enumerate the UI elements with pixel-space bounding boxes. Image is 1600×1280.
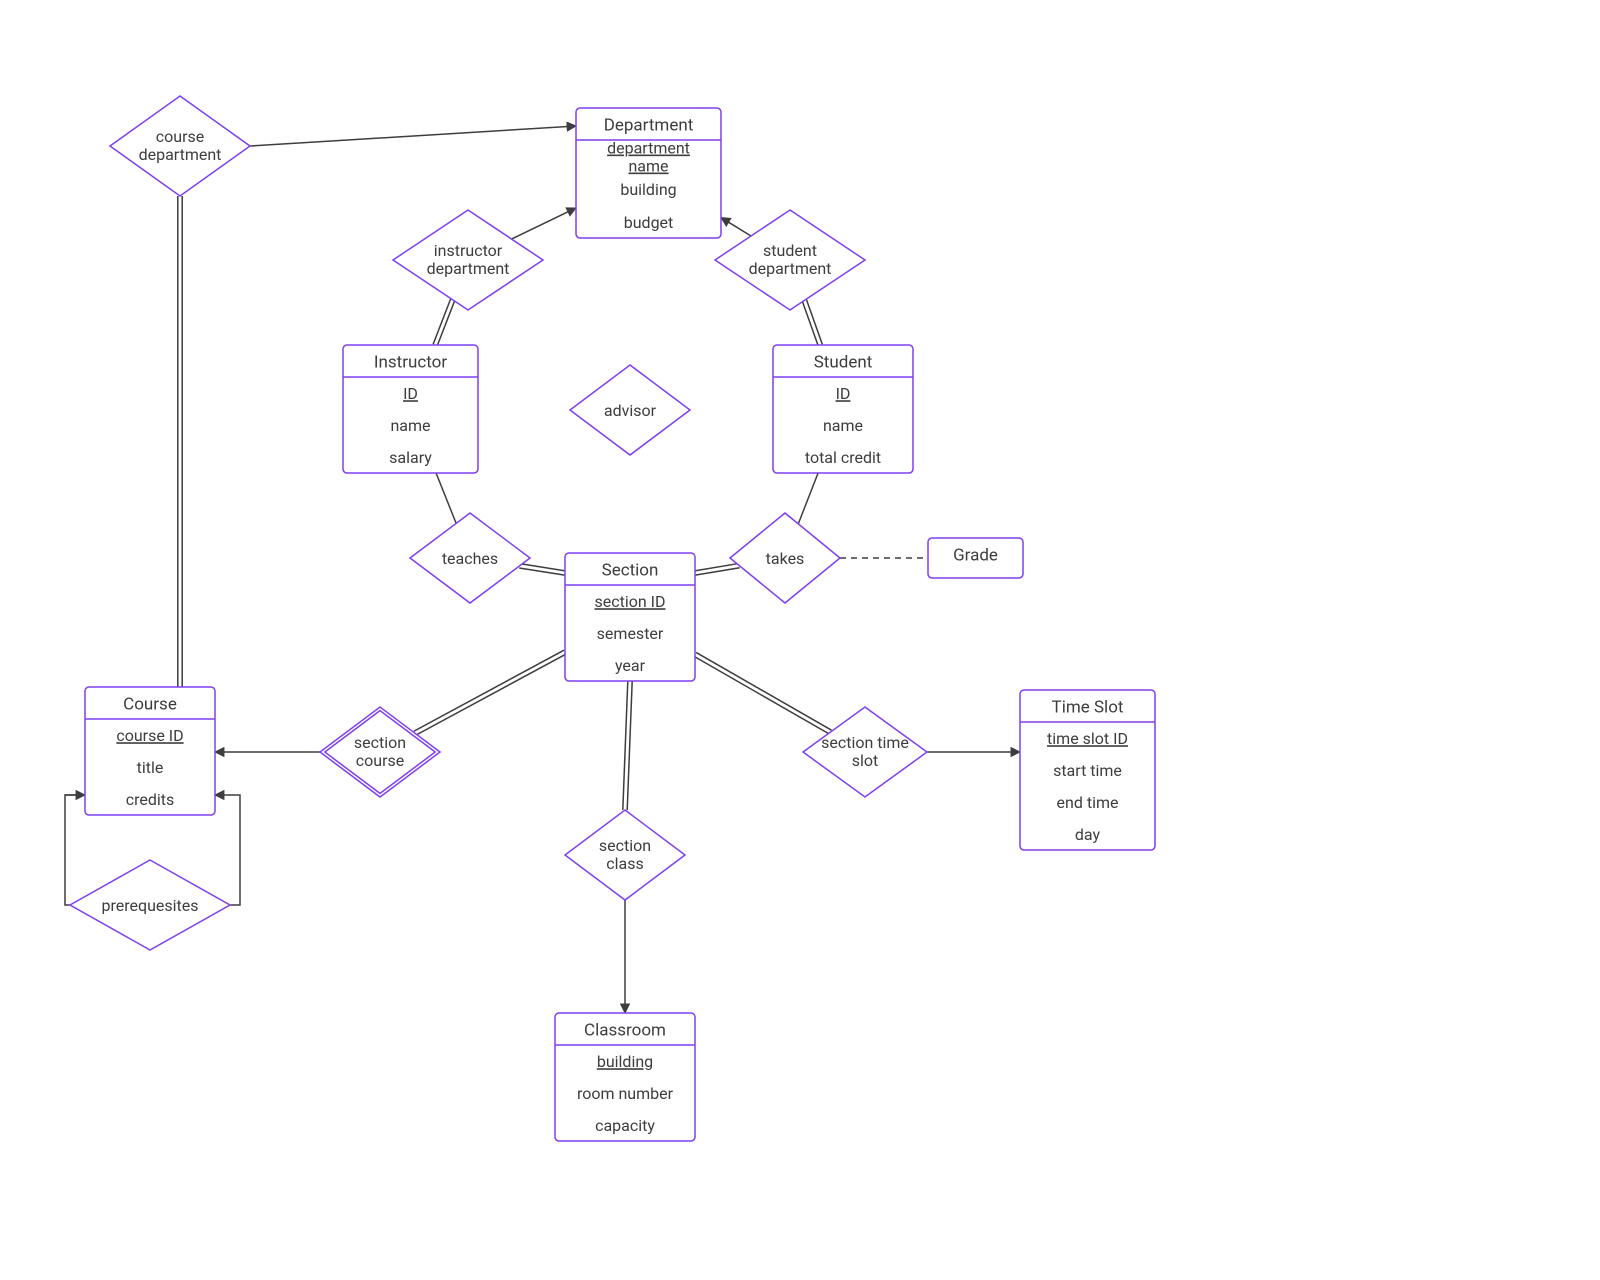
relationship-section_class: sectionclass [565, 810, 685, 900]
relationship-section_timeslot: section timeslot [803, 707, 927, 797]
svg-text:section ID: section ID [594, 592, 665, 611]
svg-text:section time: section time [821, 733, 909, 752]
svg-text:department: department [749, 259, 832, 278]
entity-classroom: Classroom building room number capacity [555, 1013, 695, 1141]
svg-text:building: building [597, 1052, 653, 1071]
svg-text:advisor: advisor [604, 401, 657, 420]
entity-section: Section section ID semester year [565, 553, 695, 681]
entity-title: Student [814, 352, 873, 372]
svg-text:section: section [354, 733, 406, 752]
svg-text:student: student [763, 241, 817, 260]
entity-instructor: Instructor ID name salary [343, 345, 478, 473]
svg-text:time slot ID: time slot ID [1047, 729, 1128, 748]
svg-text:instructor: instructor [434, 241, 503, 260]
svg-text:end time: end time [1057, 793, 1119, 812]
svg-text:ID: ID [403, 384, 418, 403]
entity-title: Course [123, 694, 177, 714]
svg-text:name: name [390, 416, 430, 435]
svg-text:capacity: capacity [595, 1116, 655, 1135]
entity-title: Department [604, 115, 694, 135]
svg-text:start time: start time [1053, 761, 1122, 780]
svg-text:credits: credits [126, 790, 175, 809]
svg-text:department: department [427, 259, 510, 278]
entity-grade: Grade [928, 538, 1023, 578]
svg-text:salary: salary [389, 448, 432, 467]
svg-text:ID: ID [836, 384, 851, 403]
svg-text:name: name [823, 416, 863, 435]
relationship-student_department: studentdepartment [715, 210, 865, 310]
svg-text:takes: takes [766, 549, 805, 568]
relationship-takes: takes [730, 513, 840, 603]
svg-text:name: name [628, 157, 668, 176]
svg-text:building: building [620, 180, 676, 199]
svg-text:prerequesites: prerequesites [101, 896, 198, 915]
entity-title: Time Slot [1052, 697, 1124, 717]
svg-text:room number: room number [577, 1084, 674, 1103]
entity-title: Grade [953, 545, 998, 565]
relationship-teaches: teaches [410, 513, 530, 603]
svg-text:department: department [607, 139, 690, 158]
relationship-section_course: sectioncourse [320, 707, 440, 797]
svg-text:budget: budget [624, 213, 674, 232]
svg-text:semester: semester [597, 624, 664, 643]
svg-text:slot: slot [852, 751, 879, 770]
svg-text:department: department [139, 145, 222, 164]
relationship-prerequisites: prerequesites [70, 860, 230, 950]
entity-title: Instructor [374, 352, 447, 372]
relationship-instructor_department: instructordepartment [393, 210, 543, 310]
entity-department: Department departmentname building budget [576, 108, 721, 238]
entity-student: Student ID name total credit [773, 345, 913, 473]
svg-text:course: course [156, 127, 204, 146]
svg-text:year: year [615, 656, 646, 675]
entity-course: Course course ID title credits [85, 687, 215, 815]
relationship-advisor: advisor [570, 365, 690, 455]
entity-title: Classroom [584, 1020, 666, 1040]
svg-text:day: day [1075, 825, 1101, 844]
entity-timeslot: Time Slot time slot ID start time end time d… [1020, 690, 1155, 850]
svg-text:course: course [356, 751, 404, 770]
svg-text:course ID: course ID [116, 726, 183, 745]
svg-text:class: class [606, 854, 643, 873]
svg-text:teaches: teaches [442, 549, 498, 568]
svg-text:title: title [137, 758, 164, 777]
relationship-course_department: coursedepartment [110, 96, 250, 196]
svg-text:total credit: total credit [805, 448, 881, 467]
entity-title: Section [602, 560, 659, 580]
er-diagram: DepartmentdepartmentnamebuildingbudgetIn… [0, 0, 1600, 1280]
svg-text:section: section [599, 836, 651, 855]
